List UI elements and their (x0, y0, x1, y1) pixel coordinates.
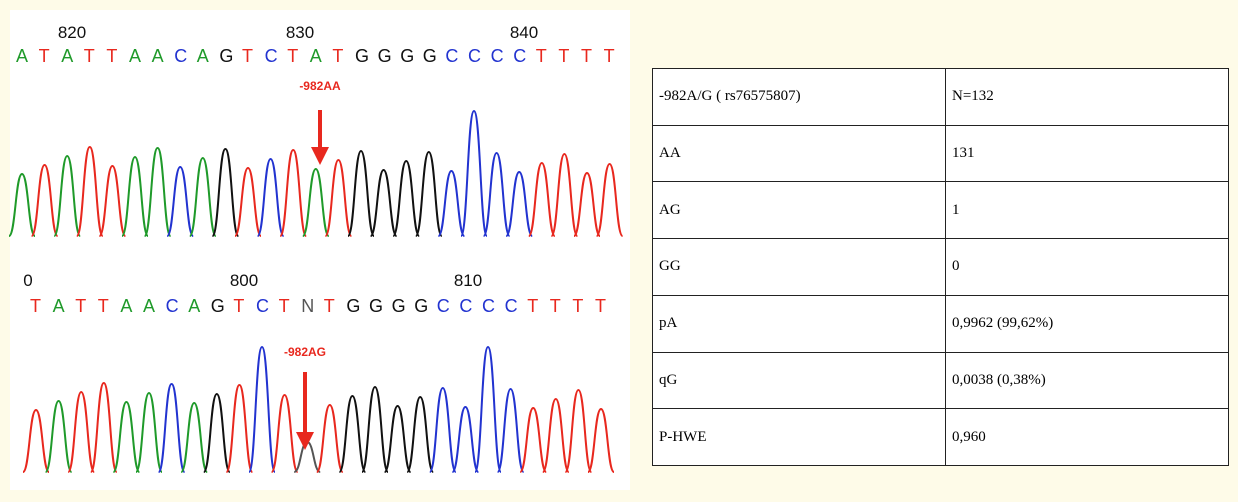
table-cell: GG (653, 239, 946, 296)
table-cell: AA (653, 125, 946, 182)
variant-label: -982AA (299, 79, 341, 93)
position-number: 800 (230, 271, 258, 290)
variant-label: -982AG (284, 345, 326, 359)
table-cell: AG (653, 182, 946, 239)
table-cell: 1 (946, 182, 1229, 239)
table-cell: qG (653, 352, 946, 409)
position-number: 810 (454, 271, 482, 290)
table-cell: -982A/G ( rs76575807) (653, 69, 946, 126)
table-cell: 0,9962 (99,62%) (946, 295, 1229, 352)
table-cell: N=132 (946, 69, 1229, 126)
table-row: -982A/G ( rs76575807)N=132 (653, 69, 1229, 126)
position-number: 830 (286, 23, 314, 42)
table-cell: P-HWE (653, 409, 946, 466)
position-number: 0 (23, 271, 32, 290)
table-cell: 0,960 (946, 409, 1229, 466)
table-cell: 131 (946, 125, 1229, 182)
table-cell: pA (653, 295, 946, 352)
figure: 820 830 840 ATATTAACAGTCTATGGGGCCCCTTTT -982… (0, 0, 1238, 502)
position-number: 820 (58, 23, 86, 42)
position-number: 840 (510, 23, 538, 42)
table-cell: 0 (946, 239, 1229, 296)
table-cell: 0,0038 (0,38%) (946, 352, 1229, 409)
